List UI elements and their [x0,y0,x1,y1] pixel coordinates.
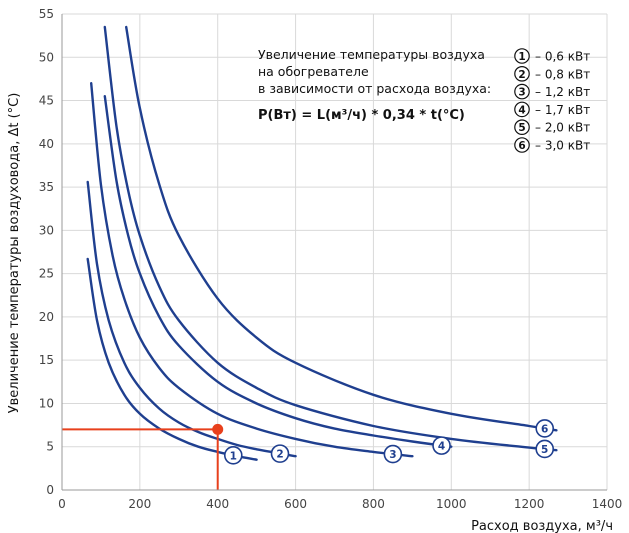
legend-badge-number: 4 [518,104,525,116]
series-badge-2: 2 [270,444,290,463]
series-badge-label: 1 [230,450,237,462]
series-line-2 [86,180,297,458]
x-tick-label: 1400 [592,497,623,511]
legend-item-4: 4 – 1,7 кВт [514,101,590,118]
legend-label: – 1,2 кВт [535,85,590,99]
legend-label: – 1,7 кВт [535,103,590,117]
series-line-6 [125,25,558,432]
x-tick-label: 0 [58,497,66,511]
legend-badge-circle [514,66,530,82]
formula: P(Вт) = L(м³/ч) * 0,34 * t(°C) [258,108,465,123]
legend-item-2: 2 – 0,8 кВт [514,66,590,82]
legend: 1 – 0,6 кВт 2 – 0,8 кВт 3 – 1,2 кВт 4 – 1,7 кВт… [514,48,590,153]
series-badge-label: 4 [438,441,445,453]
series-badges: 1 2 3 4 5 6 [223,419,555,465]
y-tick-label: 5 [46,440,54,454]
legend-badge-number: 5 [518,122,525,134]
annotation-line-2: на обогревателе [258,64,369,79]
y-tick-label: 25 [39,267,54,281]
x-tick-label: 1000 [436,497,467,511]
x-tick-label: 1200 [514,497,545,511]
y-tick-label: 50 [39,50,54,64]
legend-item-5: 5 – 2,0 кВт [514,119,590,135]
series-badge-1: 1 [223,445,243,465]
x-tick-label: 400 [206,497,229,511]
series-badge-circle [535,419,555,438]
legend-item-1: 1 – 0,6 кВт [514,48,590,64]
y-tick-label: 55 [39,7,54,21]
legend-item-6: 6 – 3,0 кВт [514,137,590,153]
x-tick-label: 200 [128,497,151,511]
y-tick-label: 10 [39,396,54,410]
legend-badge-number: 1 [518,51,525,63]
y-tick-label: 20 [39,310,54,324]
series-badge-circle [383,444,403,464]
series-group [86,25,558,461]
y-tick-label: 30 [39,223,54,237]
annotation-line-1: Увеличение температуры воздуха [258,47,485,62]
series-badge-circle [432,436,451,455]
y-tick-label: 35 [39,180,54,194]
series-badge-label: 6 [541,423,548,435]
series-badge-5: 5 [535,439,555,459]
legend-label: – 0,6 кВт [535,50,590,64]
legend-badge-circle [514,48,530,64]
legend-badge-circle [514,119,530,135]
series-badge-circle [535,439,555,459]
y-tick-label: 40 [39,137,54,151]
annotation-box: Увеличение температуры воздуха на обогре… [258,47,491,123]
series-badge-3: 3 [383,444,403,464]
x-axis-title: Расход воздуха, м³/ч [471,519,613,533]
annotation-line-3: в зависимости от расхода воздуха: [258,81,491,96]
series-badge-label: 5 [541,444,548,456]
y-tick-label: 0 [46,483,54,497]
legend-badge-circle [514,101,530,118]
x-tick-label: 800 [362,497,385,511]
y-tick-label: 45 [39,94,54,108]
legend-badge-number: 3 [518,87,525,99]
series-line-4 [103,95,453,448]
y-axis-title: Увеличение температуры воздуховода, Δt (… [7,93,22,414]
series-badge-4: 4 [432,436,451,455]
series-badge-label: 3 [389,449,396,461]
legend-label: – 3,0 кВт [535,139,590,153]
legend-label: – 2,0 кВт [535,121,590,135]
series-line-3 [90,82,414,458]
example-marker-group [62,423,224,490]
series-badge-6: 6 [535,419,555,438]
series-badge-circle [223,445,243,465]
legend-badge-circle [514,137,530,153]
example-point [212,423,224,435]
series-line-5 [103,25,558,452]
y-tick-label: 15 [39,353,54,367]
x-tick-label: 600 [284,497,307,511]
legend-item-3: 3 – 1,2 кВт [514,83,590,100]
legend-label: – 0,8 кВт [535,67,590,81]
series-badge-label: 2 [276,449,283,461]
series-badge-circle [270,444,290,463]
legend-badge-number: 6 [518,140,525,152]
legend-badge-circle [514,83,530,100]
legend-badge-number: 2 [518,69,525,81]
